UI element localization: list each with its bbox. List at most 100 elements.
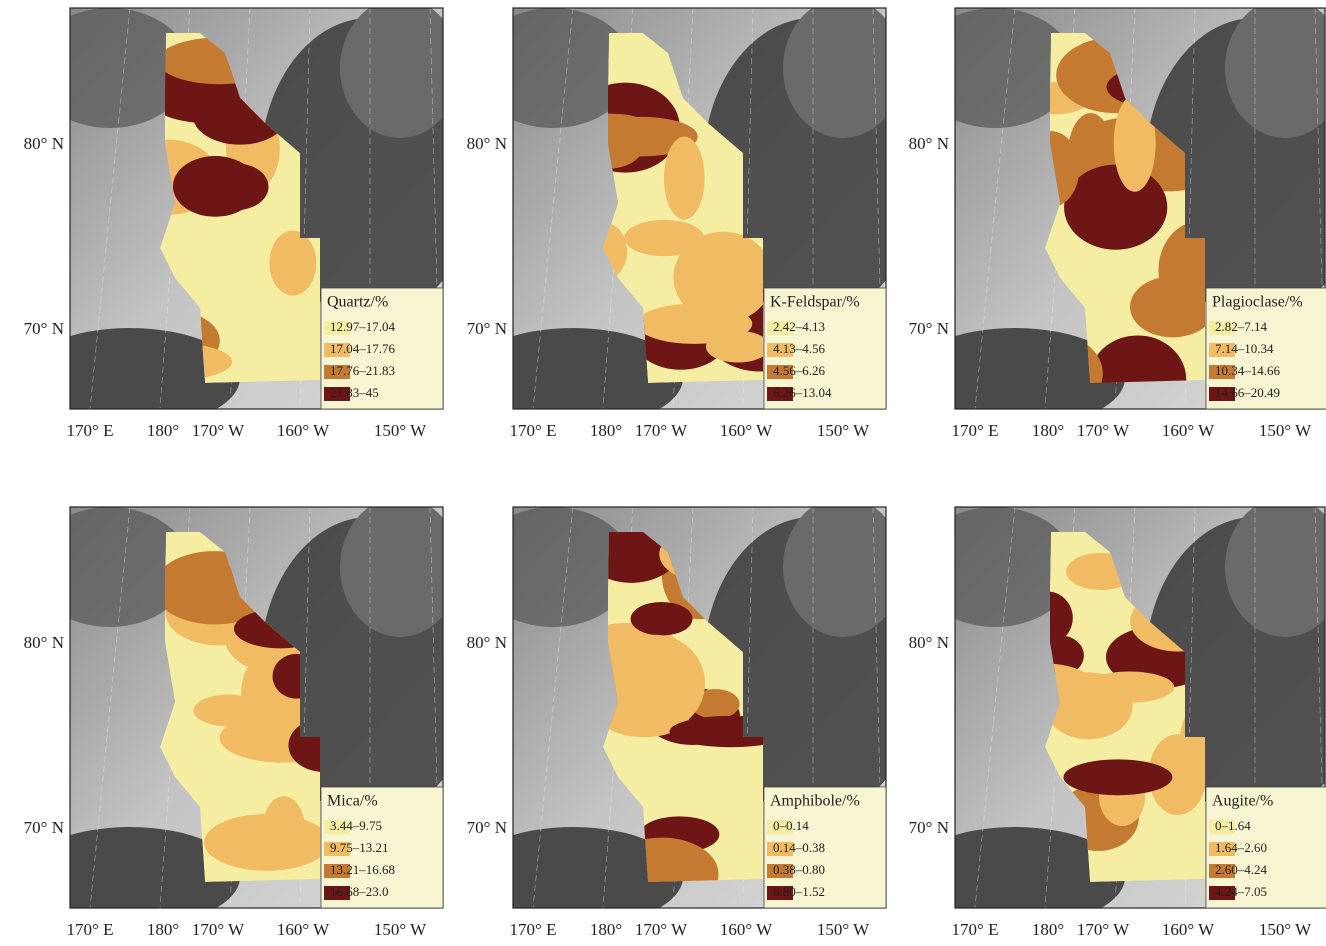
legend-label: 0–1.64 <box>1215 818 1251 833</box>
class-patch <box>204 814 329 871</box>
lat-label: 70° N <box>467 319 507 338</box>
legend: Augite/% 0–1.64 1.64–2.60 2.60–4.24 4.24–7.0… <box>1206 787 1326 908</box>
legend-label: 0.14–0.38 <box>773 840 825 855</box>
class-patch <box>631 602 693 636</box>
legend-label: 2.60–4.24 <box>1215 862 1268 877</box>
land <box>340 497 460 637</box>
lon-label: 170° E <box>952 421 999 440</box>
legend-label: 10.34–14.66 <box>1215 363 1281 378</box>
map-panel: Plagioclase/% 2.82–7.14 7.14–10.34 10.34–14… <box>905 0 1326 440</box>
lon-label: 180° <box>590 421 622 440</box>
lat-label: 80° N <box>467 633 507 652</box>
land <box>340 0 460 138</box>
class-patch <box>605 635 705 732</box>
land <box>783 0 903 138</box>
lon-label: 170° W <box>192 421 245 440</box>
legend: Plagioclase/% 2.82–7.14 7.14–10.34 10.34–14… <box>1206 288 1326 409</box>
class-patch <box>205 163 269 210</box>
lon-label: 170° E <box>510 920 557 939</box>
legend-title: Amphibole/% <box>770 793 860 810</box>
legend-label: 6.26–13.04 <box>773 385 832 400</box>
legend-label: 7.14–10.34 <box>1215 341 1274 356</box>
lon-label: 170° W <box>1077 920 1130 939</box>
lon-label: 160° W <box>720 920 773 939</box>
lon-label: 160° W <box>720 421 773 440</box>
lon-label: 150° W <box>817 421 870 440</box>
class-patch <box>1063 759 1172 795</box>
land <box>783 497 903 637</box>
lon-label: 170° W <box>192 920 245 939</box>
lat-label: 80° N <box>24 633 64 652</box>
lat-label: 70° N <box>909 818 949 837</box>
legend-title: Mica/% <box>327 793 378 810</box>
lat-label: 70° N <box>24 818 64 837</box>
lon-label: 170° W <box>635 920 688 939</box>
legend-label: 0.38–0.80 <box>773 862 825 877</box>
legend-title: Augite/% <box>1212 793 1273 810</box>
lon-label: 180° <box>1032 421 1064 440</box>
legend: Mica/% 3.44–9.75 9.75–13.21 13.21–16.68 16.6… <box>321 787 443 908</box>
legend-label: 0–0.14 <box>773 818 809 833</box>
legend-label: 4.13–4.56 <box>773 341 826 356</box>
lon-label: 180° <box>147 421 179 440</box>
lon-label: 180° <box>590 920 622 939</box>
legend-label: 4.56–6.26 <box>773 363 826 378</box>
legend-label: 12.97–17.04 <box>330 319 396 334</box>
lon-label: 150° W <box>1259 421 1312 440</box>
class-patch <box>269 231 316 296</box>
legend: K-Feldspar/% 2.42–4.13 4.13–4.56 4.56–6.26 6… <box>764 288 886 409</box>
legend-label: 13.21–16.68 <box>330 862 395 877</box>
legend-label: 2.82–7.14 <box>1215 319 1268 334</box>
legend: Quartz/% 12.97–17.04 17.04–17.76 17.76–21.8… <box>321 288 443 409</box>
lon-label: 170° E <box>67 920 114 939</box>
figure: Quartz/% 12.97–17.04 17.04–17.76 17.76–21.8… <box>0 0 1326 941</box>
lon-label: 170° E <box>510 421 557 440</box>
lat-label: 80° N <box>467 134 507 153</box>
lon-label: 180° <box>147 920 179 939</box>
class-patch <box>1089 335 1186 423</box>
lon-label: 170° E <box>952 920 999 939</box>
lat-label: 70° N <box>467 818 507 837</box>
map-panel: Quartz/% 12.97–17.04 17.04–17.76 17.76–21.8… <box>20 0 480 440</box>
legend-label: 21.83–45 <box>330 385 379 400</box>
lon-label: 160° W <box>277 421 330 440</box>
class-patch <box>664 137 705 220</box>
legend: Amphibole/% 0–0.14 0.14–0.38 0.38–0.80 0.80–… <box>764 787 886 908</box>
legend-label: 4.24–7.05 <box>1215 884 1267 899</box>
legend-label: 9.75–13.21 <box>330 840 389 855</box>
legend-title: K-Feldspar/% <box>770 294 860 311</box>
legend-label: 0.80–1.52 <box>773 884 825 899</box>
lon-label: 170° E <box>67 421 114 440</box>
lat-label: 70° N <box>909 319 949 338</box>
legend-label: 17.76–21.83 <box>330 363 395 378</box>
lon-label: 150° W <box>374 421 427 440</box>
lat-label: 70° N <box>24 319 64 338</box>
lon-label: 180° <box>1032 920 1064 939</box>
lon-label: 150° W <box>374 920 427 939</box>
legend-title: Plagioclase/% <box>1212 294 1303 311</box>
class-patch <box>636 304 752 344</box>
map-panel: Amphibole/% 0–0.14 0.14–0.38 0.38–0.80 0.80–… <box>463 483 923 939</box>
lon-label: 150° W <box>817 920 870 939</box>
lat-label: 80° N <box>24 134 64 153</box>
lat-label: 80° N <box>909 134 949 153</box>
legend-label: 16.68–23.0 <box>330 884 389 899</box>
map-panel: K-Feldspar/% 2.42–4.13 4.13–4.56 4.56–6.26 6… <box>463 0 923 440</box>
lon-label: 170° W <box>1077 421 1130 440</box>
lon-label: 160° W <box>1162 421 1215 440</box>
lat-label: 80° N <box>909 633 949 652</box>
legend-label: 2.42–4.13 <box>773 319 825 334</box>
lon-label: 160° W <box>277 920 330 939</box>
class-patch <box>1085 672 1174 703</box>
lon-label: 170° W <box>635 421 688 440</box>
legend-label: 3.44–9.75 <box>330 818 382 833</box>
legend-title: Quartz/% <box>327 294 388 311</box>
legend-label: 14.66–20.49 <box>1215 385 1280 400</box>
lon-label: 150° W <box>1259 920 1312 939</box>
legend-label: 1.64–2.60 <box>1215 840 1267 855</box>
map-panel: Augite/% 0–1.64 1.64–2.60 2.60–4.24 4.24–7.0… <box>905 497 1326 939</box>
map-panel: Mica/% 3.44–9.75 9.75–13.21 13.21–16.68 16.6… <box>20 497 480 939</box>
legend-label: 17.04–17.76 <box>330 341 396 356</box>
lon-label: 160° W <box>1162 920 1215 939</box>
class-patch <box>1064 165 1167 250</box>
